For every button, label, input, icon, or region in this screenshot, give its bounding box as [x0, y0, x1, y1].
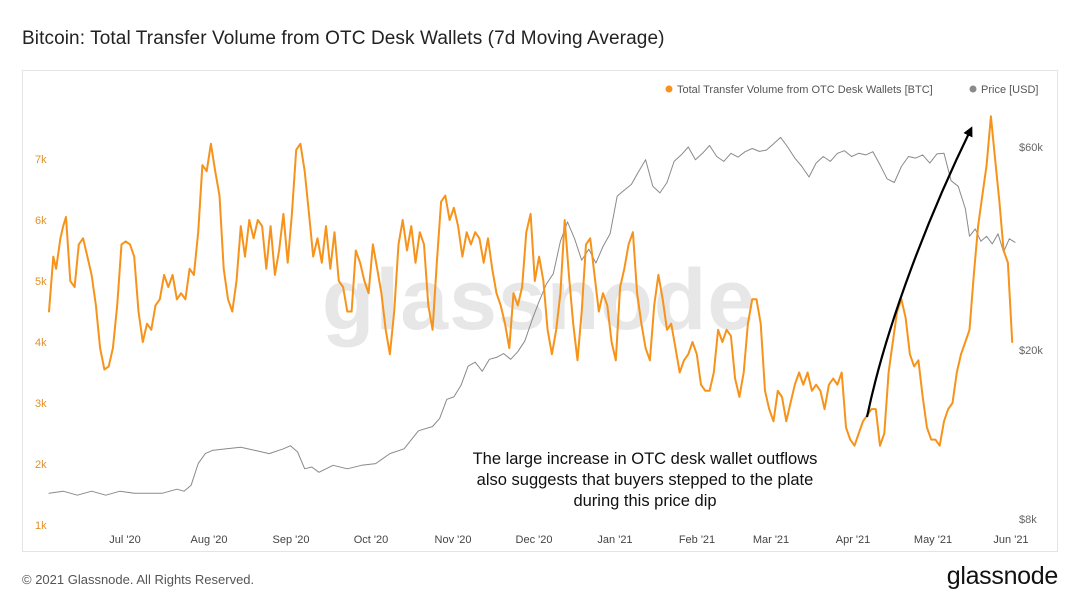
left-axis: 1k 2k 3k 4k 5k 6k 7k: [35, 154, 47, 532]
x-tick-label: Jan '21: [597, 534, 632, 546]
legend-label-volume: Total Transfer Volume from OTC Desk Wall…: [677, 84, 933, 96]
x-tick-label: Mar '21: [753, 534, 789, 546]
x-tick-label: Jul '20: [109, 534, 140, 546]
series-line-otc-volume: [48, 115, 1014, 447]
glassnode-logo: glassnode: [946, 562, 1059, 590]
annotation-line-1: The large increase in OTC desk wallet ou…: [473, 450, 818, 468]
legend-swatch-price: [969, 85, 977, 93]
legend: Total Transfer Volume from OTC Desk Wall…: [665, 84, 1038, 96]
y-right-tick-label: $8k: [1019, 514, 1037, 526]
annotation-text: The large increase in OTC desk wallet ou…: [473, 450, 818, 510]
annotation-line-3: during this price dip: [573, 492, 716, 510]
x-tick-label: Sep '20: [273, 534, 310, 546]
chart-panel: glassnode 1k 2k 3k 4k 5k 6k 7k $8k $20k $60k Jul…: [22, 70, 1058, 552]
legend-label-price: Price [USD]: [981, 84, 1038, 96]
y-left-tick-label: 2k: [35, 459, 47, 471]
x-tick-label: Apr '21: [836, 534, 871, 546]
y-right-tick-label: $20k: [1019, 345, 1043, 357]
y-left-tick-label: 4k: [35, 337, 47, 349]
y-left-tick-label: 3k: [35, 398, 47, 410]
x-tick-label: Oct '20: [354, 534, 389, 546]
x-tick-label: Aug '20: [191, 534, 228, 546]
legend-swatch-volume: [665, 85, 673, 93]
x-tick-label: Nov '20: [435, 534, 472, 546]
copyright-text: © 2021 Glassnode. All Rights Reserved.: [22, 572, 255, 587]
chart-title: Bitcoin: Total Transfer Volume from OTC …: [22, 28, 665, 49]
y-left-tick-label: 1k: [35, 520, 47, 532]
right-axis: $8k $20k $60k: [1019, 142, 1043, 526]
y-right-tick-label: $60k: [1019, 142, 1043, 154]
x-tick-label: Jun '21: [993, 534, 1028, 546]
y-left-tick-label: 5k: [35, 276, 47, 288]
x-tick-label: Dec '20: [516, 534, 553, 546]
x-tick-label: Feb '21: [679, 534, 715, 546]
series-line-price: [48, 136, 1016, 496]
x-axis: Jul '20 Aug '20 Sep '20 Oct '20 Nov '20 Dec '…: [109, 534, 1028, 546]
x-tick-label: May '21: [914, 534, 952, 546]
y-left-tick-label: 6k: [35, 215, 47, 227]
series-layer: [48, 115, 1016, 496]
annotation-arrow: [865, 126, 973, 418]
annotation-line-2: also suggests that buyers stepped to the…: [477, 471, 814, 489]
y-left-tick-label: 7k: [35, 154, 47, 166]
